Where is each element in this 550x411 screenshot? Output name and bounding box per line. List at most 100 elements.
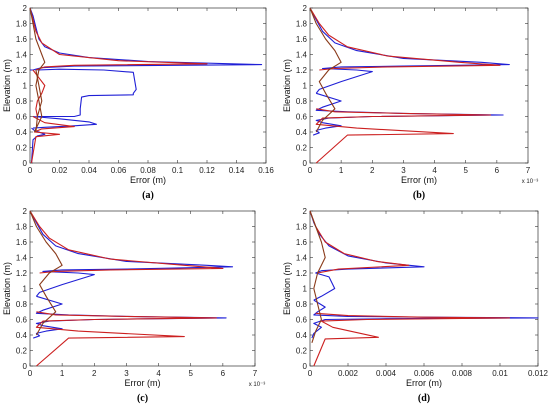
x-tick-label: 3 [401,166,406,175]
x-tick-label: 0.006 [414,369,435,378]
x-tick-label: 6 [495,166,500,175]
panel-2: 0 1 2 3 4 5 6 7 0 0.2 0.4 0.6 0.8 1 1.2 1.4 1.6 1.8 2 Error… [282,4,538,201]
panel-4: 0 0.002 0.004 0.006 0.008 0.01 0.012 0 0.2 0.4 0.6… [282,207,549,404]
x-tick-label: 4 [156,369,161,378]
x-axis-label: Error (m) [401,175,437,185]
x-tick-label: 7 [253,369,258,378]
y-tick-label: 0.8 [16,97,28,106]
y-tick-label: 1.4 [296,254,308,263]
x-tick-label: 0.04 [81,166,97,175]
series-line-2 [311,299,539,339]
y-tick-label: 1 [23,82,28,91]
y-tick-label: 1 [23,285,28,294]
y-tick-label: 1.6 [296,35,308,44]
y-tick-label: 1.8 [16,223,28,232]
x-tick-label: 0 [308,166,313,175]
y-tick-label: 0 [23,362,28,371]
x-tick-label: 0 [28,166,33,175]
series-line-3 [29,210,224,274]
series-line-6 [32,69,46,117]
x-tick-label: 5 [188,369,193,378]
series-line-4 [313,312,511,367]
y-tick-label: 1.2 [296,66,308,75]
panel-label: (c) [137,393,148,404]
y-tick-label: 1.2 [296,269,308,278]
y-axis-label: Elevation (m) [2,262,12,315]
y-tick-label: 0 [303,159,308,168]
y-tick-label: 0.2 [16,347,28,356]
series-line-9 [35,69,43,133]
y-tick-label: 0.4 [296,128,308,137]
x-tick-label: 7 [526,166,531,175]
x-tick-label: 0.12 [199,166,215,175]
series-line-5 [309,7,342,133]
x-tick-label: 2 [92,369,97,378]
series-line-4 [30,127,46,164]
series-line-1 [29,7,263,71]
panel-3: 0 1 2 3 4 5 6 7 0 0.2 0.4 0.6 0.8 1 1.2 1.4 1.6 1.8 2 Error… [2,207,265,404]
x-tick-label: 1 [60,369,65,378]
y-tick-label: 2 [303,207,308,216]
y-tick-label: 1.8 [296,223,308,232]
x-tick-label: 0.14 [229,166,245,175]
y-tick-label: 0.4 [296,331,308,340]
y-tick-label: 0.6 [296,316,308,325]
panel-label: (a) [142,190,154,201]
y-tick-label: 1.6 [16,238,28,247]
x-tick-label: 0.002 [338,369,359,378]
x-tick-label: 2 [370,166,375,175]
series-line-4 [315,108,492,164]
plot-frame [309,210,539,367]
x-tick-label: 4 [432,166,437,175]
x-tick-label: 0.1 [172,166,184,175]
x-tick-label: 0.02 [52,166,68,175]
y-tick-label: 2 [23,207,28,216]
x-tick-label: 0.004 [376,369,397,378]
panel-label: (b) [413,190,425,201]
y-tick-label: 2 [303,4,308,13]
y-tick-label: 0.6 [16,316,28,325]
y-tick-label: 0 [303,362,308,371]
plot-frame [309,7,529,164]
x-axis-label: Error (m) [125,378,161,388]
x-exponent-label: x 10⁻³ [522,179,539,185]
series-line-3 [309,210,410,274]
y-tick-label: 1.6 [16,35,28,44]
series-line-5 [309,210,326,343]
y-tick-label: 0.6 [296,113,308,122]
x-tick-label: 0.08 [140,166,156,175]
x-tick-label: 5 [463,166,468,175]
series-line-1 [29,210,234,297]
y-tick-label: 0.8 [296,300,308,309]
plot-frame [29,7,267,164]
y-tick-label: 0 [23,159,28,168]
y-tick-label: 0.6 [16,113,28,122]
x-tick-label: 3 [124,369,129,378]
x-tick-label: 0.16 [258,166,274,175]
y-tick-label: 1.2 [16,269,28,278]
y-tick-label: 0.2 [296,347,308,356]
x-tick-label: 0.008 [452,369,473,378]
y-tick-label: 1.4 [16,51,28,60]
series-line-1 [309,7,510,94]
y-tick-label: 0.8 [296,97,308,106]
y-axis-label: Elevation (m) [282,59,292,112]
x-tick-label: 0 [308,369,313,378]
series-line-3 [309,7,501,71]
x-exponent-label: x 10⁻³ [249,382,266,388]
plot-frame [29,210,256,367]
y-tick-label: 1.6 [296,238,308,247]
x-axis-label: Error (m) [130,175,166,185]
y-tick-label: 1.2 [16,66,28,75]
x-tick-label: 0.012 [528,369,549,378]
series-line-5 [29,210,63,336]
panel-label: (d) [418,393,430,404]
x-tick-label: 0.01 [492,369,508,378]
panel-1: 0 0.02 0.04 0.06 0.08 0.1 0.12 0.14 0.16 0 0.2 0.4 0… [2,4,274,201]
x-tick-label: 6 [221,369,226,378]
y-tick-label: 1.4 [16,254,28,263]
x-axis-label: Error (m) [406,378,442,388]
series-line-4 [35,311,217,367]
y-tick-label: 1 [303,285,308,294]
y-tick-label: 1.8 [296,20,308,29]
